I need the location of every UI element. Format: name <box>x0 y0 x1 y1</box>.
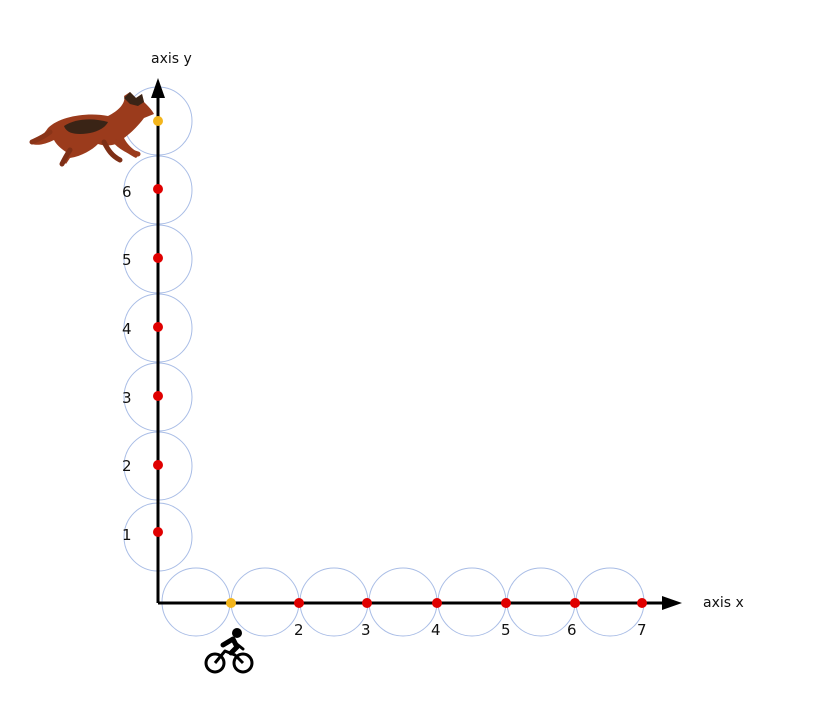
y-axis-point <box>153 391 163 401</box>
y-tick-label: 3 <box>122 389 132 407</box>
cyclist-start-point <box>226 598 236 608</box>
x-axis-arrow <box>662 596 682 610</box>
x-axis-point <box>570 598 580 608</box>
x-tick-label: 6 <box>567 621 577 639</box>
x-tick-label: 5 <box>501 621 511 639</box>
y-axis-point <box>153 460 163 470</box>
y-tick-label: 6 <box>122 183 132 201</box>
x-tick-label: 4 <box>431 621 441 639</box>
y-axis-point <box>153 322 163 332</box>
x-tick-labels: 2 3 4 5 6 7 <box>294 621 647 639</box>
y-tick-label: 1 <box>122 526 132 544</box>
axes <box>151 78 682 610</box>
x-axis-point <box>637 598 647 608</box>
y-tick-label: 5 <box>122 251 132 269</box>
cyclist-icon <box>204 628 254 674</box>
y-axis-point <box>153 253 163 263</box>
y-axis-point <box>153 184 163 194</box>
dog-saddle <box>64 119 108 134</box>
x-tick-label: 7 <box>637 621 647 639</box>
y-tick-labels: 1 2 3 4 5 6 <box>122 183 132 544</box>
points <box>153 116 647 608</box>
y-axis-point <box>153 527 163 537</box>
x-axis-point <box>294 598 304 608</box>
y-axis-arrow <box>151 78 165 98</box>
x-axis-label: axis x <box>703 595 744 611</box>
dog-image <box>29 92 154 167</box>
dog-start-point <box>153 116 163 126</box>
x-axis-point <box>362 598 372 608</box>
x-tick-label: 3 <box>361 621 371 639</box>
x-tick-label: 2 <box>294 621 304 639</box>
y-tick-label: 4 <box>122 320 132 338</box>
y-tick-label: 2 <box>122 457 132 475</box>
y-axis-label: axis y <box>151 51 192 67</box>
dog-ears <box>124 92 144 106</box>
x-axis-point <box>501 598 511 608</box>
x-axis-point <box>432 598 442 608</box>
